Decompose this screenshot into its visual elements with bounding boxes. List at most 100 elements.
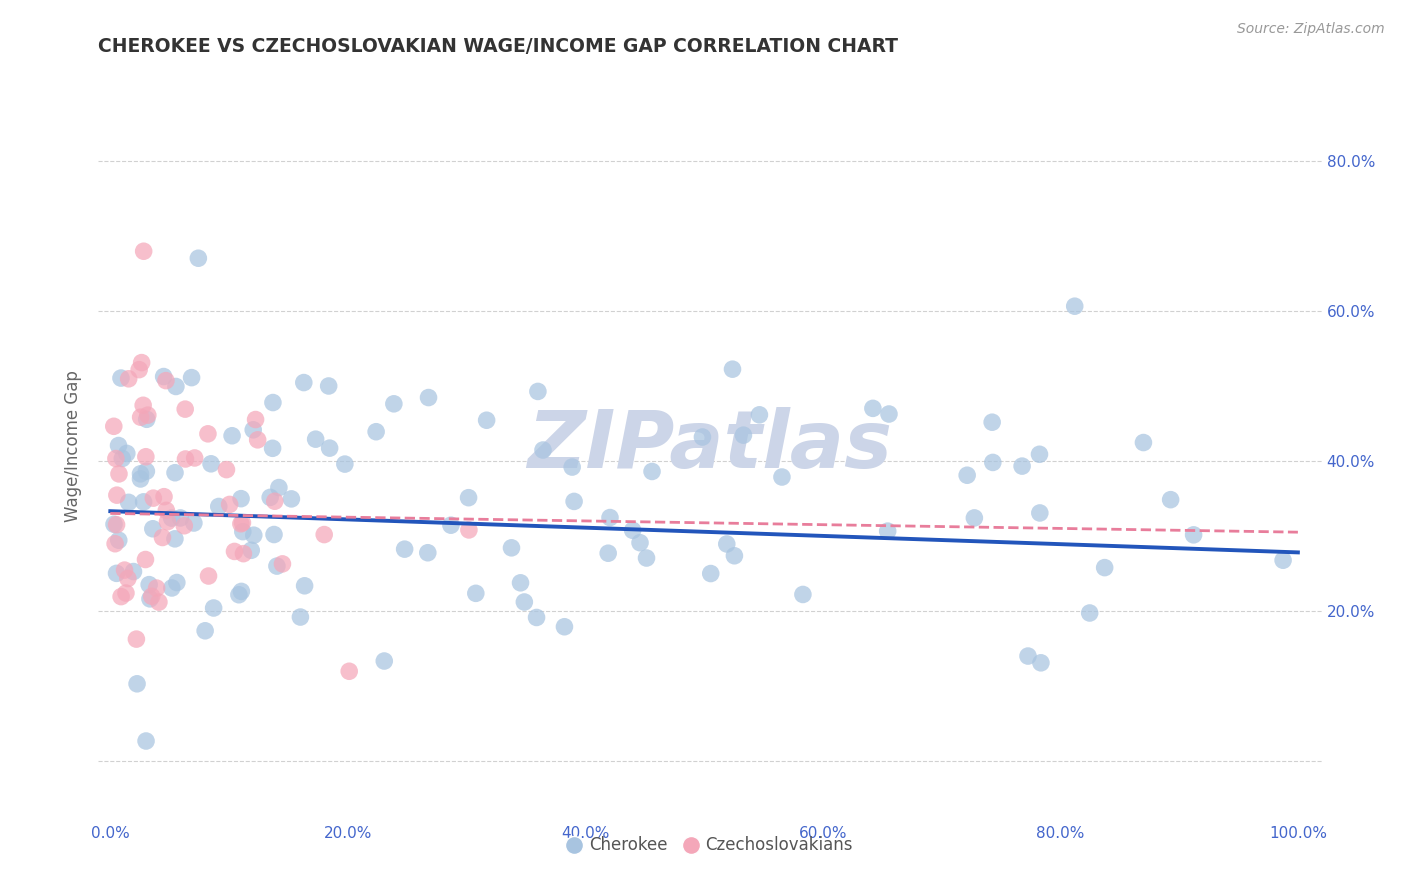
Point (166, 575, 188, 590)
Point (733, 428, 755, 442)
Point (122, 565, 145, 579)
Point (200, 457, 222, 471)
Point (105, 488, 128, 502)
Point (440, 518, 463, 533)
Point (531, 442, 554, 457)
Point (271, 557, 294, 571)
Point (1017, 648, 1039, 663)
Point (103, 517, 125, 532)
Point (475, 413, 498, 427)
Point (963, 511, 986, 525)
Point (416, 546, 439, 560)
Point (231, 516, 253, 530)
Point (245, 412, 267, 426)
Point (129, 467, 152, 481)
Point (125, 632, 148, 646)
Point (1078, 606, 1101, 620)
Point (561, 460, 583, 475)
Point (1029, 506, 1052, 520)
Text: Source: ZipAtlas.com: Source: ZipAtlas.com (1237, 22, 1385, 37)
Point (108, 467, 131, 481)
Point (876, 524, 898, 538)
Point (208, 500, 231, 514)
Point (197, 569, 219, 583)
Point (115, 446, 138, 460)
Point (527, 384, 550, 399)
Point (748, 408, 770, 422)
Point (318, 379, 340, 393)
Point (229, 491, 252, 506)
Point (232, 524, 254, 539)
Point (118, 372, 141, 386)
Point (152, 531, 174, 545)
Point (1272, 553, 1295, 567)
Point (628, 535, 651, 549)
Legend: Cherokee, Czechoslovakians: Cherokee, Czechoslovakians (561, 830, 859, 861)
Point (187, 251, 209, 265)
Point (129, 410, 152, 425)
Point (136, 408, 159, 422)
Point (117, 572, 139, 586)
Point (145, 581, 167, 595)
Point (202, 601, 225, 615)
Point (183, 450, 205, 465)
Point (105, 517, 128, 532)
Point (128, 362, 150, 376)
Point (700, 566, 723, 581)
Point (141, 589, 163, 603)
Point (152, 369, 174, 384)
Point (956, 468, 979, 483)
Point (221, 429, 243, 443)
Point (981, 455, 1004, 469)
Point (110, 590, 132, 604)
Text: CHEROKEE VS CZECHOSLOVAKIAN WAGE/INCOME GAP CORRELATION CHART: CHEROKEE VS CZECHOSLOVAKIAN WAGE/INCOME … (98, 37, 898, 56)
Point (598, 546, 620, 560)
Point (132, 495, 155, 509)
Point (792, 587, 814, 601)
Point (1011, 459, 1033, 474)
Point (1028, 447, 1050, 461)
Point (382, 397, 405, 411)
Point (138, 577, 160, 591)
Point (636, 551, 658, 566)
Point (224, 544, 246, 558)
Point (509, 575, 531, 590)
Point (1132, 435, 1154, 450)
Point (125, 677, 148, 691)
Point (103, 419, 125, 434)
Point (132, 244, 155, 259)
Point (153, 490, 176, 504)
Point (373, 654, 395, 668)
Point (1029, 656, 1052, 670)
Point (156, 515, 179, 529)
Point (501, 541, 523, 555)
Point (183, 516, 205, 530)
Point (111, 451, 134, 466)
Point (165, 379, 187, 393)
Point (115, 586, 138, 600)
Point (197, 426, 219, 441)
Point (173, 518, 195, 533)
Point (262, 395, 284, 409)
Point (180, 370, 202, 384)
Point (142, 491, 165, 505)
Text: ZIPatlas: ZIPatlas (527, 407, 893, 485)
Point (135, 412, 157, 426)
Point (131, 356, 153, 370)
Point (135, 734, 157, 748)
Point (229, 516, 252, 531)
Point (215, 462, 238, 476)
Point (259, 491, 281, 505)
Point (104, 451, 127, 466)
Point (263, 527, 285, 541)
Point (290, 610, 312, 624)
Point (1160, 492, 1182, 507)
Point (513, 595, 536, 609)
Point (262, 442, 284, 456)
Point (553, 620, 575, 634)
Point (117, 495, 139, 509)
Point (107, 533, 129, 548)
Point (641, 465, 664, 479)
Point (194, 624, 217, 638)
Point (129, 472, 152, 486)
